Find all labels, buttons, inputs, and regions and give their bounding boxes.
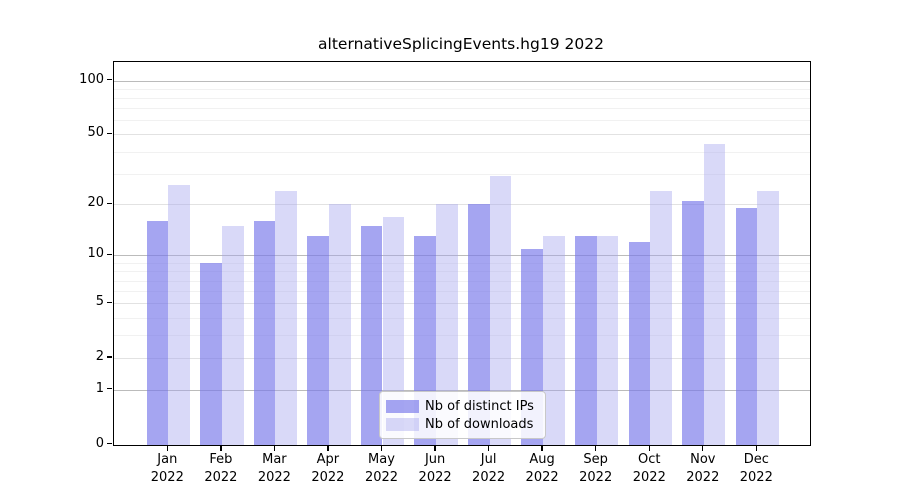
gridline-minor — [114, 280, 810, 282]
legend-item-distinct-ips: Nb of distinct IPs — [386, 398, 539, 416]
y-tick — [107, 301, 112, 303]
x-tick — [166, 445, 168, 451]
x-tick-label: Jul 2022 — [472, 452, 506, 485]
x-tick — [220, 445, 222, 451]
bar-distinct_ips-jan — [146, 221, 169, 445]
legend: Nb of distinct IPs Nb of downloads — [379, 391, 546, 439]
x-tick-label: Oct 2022 — [632, 452, 666, 485]
y-tick — [107, 356, 112, 358]
bar-distinct_ips-apr — [307, 236, 329, 445]
x-tick-label: Apr 2022 — [311, 452, 345, 485]
x-tick-label: Mar 2022 — [257, 452, 291, 485]
y-tick — [107, 253, 112, 256]
bar-downloads-mar — [275, 190, 298, 445]
y-tick — [107, 202, 112, 205]
y-tick-label: 1 — [95, 380, 104, 396]
x-tick-label: Jun 2022 — [418, 452, 452, 485]
x-tick-label: Feb 2022 — [204, 452, 238, 485]
gridline-major — [114, 389, 810, 391]
gridline-minor — [114, 317, 810, 319]
gridline-minor — [114, 97, 810, 99]
gridline-minor — [114, 173, 810, 175]
bar-distinct_ips-mar — [253, 221, 276, 445]
gridline-minor — [114, 120, 810, 122]
bar-downloads-oct — [650, 190, 672, 445]
gridline-minor — [114, 271, 810, 273]
x-tick-label: Dec 2022 — [739, 452, 773, 485]
bar-distinct_ips-dec — [735, 208, 758, 445]
legend-swatch-distinct-ips — [386, 400, 419, 414]
bar-distinct_ips-nov — [682, 200, 704, 445]
x-tick — [434, 445, 436, 451]
x-tick-label: May 2022 — [364, 452, 399, 485]
y-tick-label: 10 — [87, 246, 104, 262]
bar-downloads-feb — [221, 225, 244, 445]
x-tick-label: Nov 2022 — [686, 452, 720, 485]
bar-downloads-aug — [543, 236, 565, 445]
y-tick — [107, 388, 112, 390]
y-tick — [107, 132, 112, 135]
y-tick — [107, 78, 112, 81]
x-tick-label: Sep 2022 — [579, 452, 613, 485]
gridline-mid — [114, 357, 810, 359]
gridline-minor — [114, 108, 810, 110]
legend-label-distinct-ips: Nb of distinct IPs — [425, 399, 534, 414]
bar-downloads-sep — [596, 236, 619, 445]
x-tick-label: Jan 2022 — [150, 452, 184, 485]
bar-downloads-may — [382, 216, 405, 445]
gridline-minor — [114, 335, 810, 337]
legend-item-downloads: Nb of downloads — [386, 416, 539, 434]
x-tick — [541, 445, 543, 451]
gridline-mid — [114, 204, 810, 206]
bar-distinct_ips-may — [360, 225, 383, 445]
gridline-major — [114, 80, 810, 82]
bar-distinct_ips-oct — [628, 242, 651, 445]
legend-label-downloads: Nb of downloads — [425, 416, 534, 432]
x-tick — [380, 445, 383, 451]
y-tick-label: 0 — [95, 435, 104, 451]
y-tick-label: 5 — [95, 294, 104, 310]
y-tick-label: 20 — [87, 195, 104, 211]
y-tick — [107, 442, 112, 445]
x-tick — [273, 445, 276, 451]
gridline-major — [114, 255, 810, 257]
y-tick-label: 50 — [87, 125, 104, 141]
bar-distinct_ips-sep — [575, 236, 597, 445]
x-tick — [595, 445, 597, 451]
bar-downloads-dec — [757, 190, 779, 445]
plot-area — [113, 61, 811, 446]
gridline-minor — [114, 88, 810, 90]
gridline-mid — [114, 303, 810, 305]
x-tick — [648, 445, 650, 451]
bar-downloads-nov — [703, 144, 726, 445]
bar-distinct_ips-jul — [467, 204, 490, 445]
gridline-minor — [114, 262, 810, 264]
bar-downloads-jun — [436, 204, 458, 445]
bar-distinct_ips-feb — [200, 262, 222, 445]
y-tick-label: 2 — [95, 348, 104, 364]
bar-downloads-jul — [489, 176, 512, 445]
y-tick-label: 100 — [79, 71, 104, 87]
bar-downloads-jan — [168, 184, 190, 445]
x-tick — [487, 445, 490, 451]
legend-swatch-downloads — [386, 417, 419, 431]
gridline-mid — [114, 134, 810, 136]
x-tick-label: Aug 2022 — [525, 452, 559, 485]
gridline-minor — [114, 151, 810, 153]
chart-title: alternativeSplicingEvents.hg19 2022 — [318, 35, 604, 53]
x-tick — [755, 445, 757, 451]
x-tick — [327, 445, 329, 451]
gridline-minor — [114, 291, 810, 292]
x-tick — [702, 445, 704, 451]
bar-downloads-apr — [328, 204, 351, 445]
